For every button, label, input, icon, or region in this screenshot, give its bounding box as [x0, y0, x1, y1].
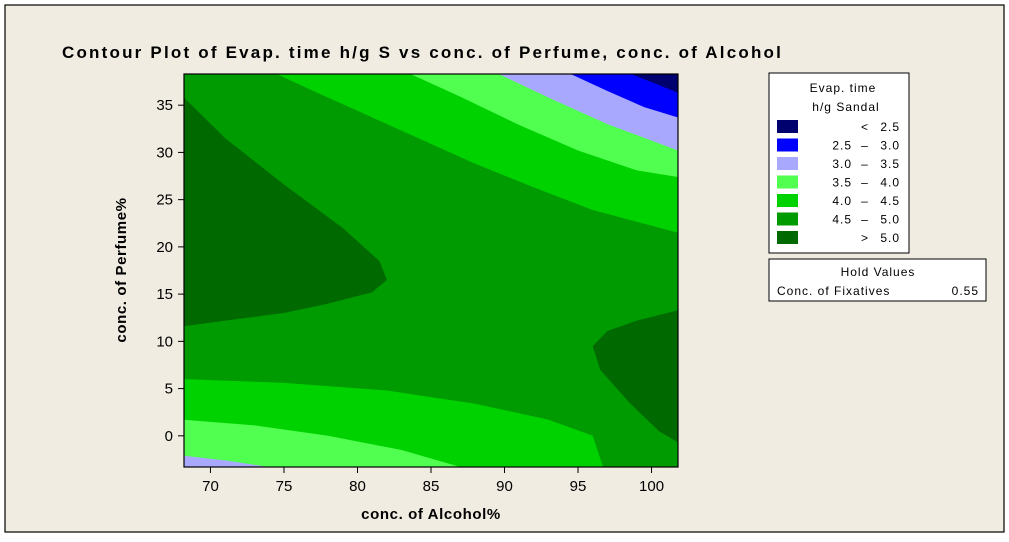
legend-swatch-b45_50 — [777, 212, 798, 226]
legend-title-line2: h/g Sandal — [812, 100, 879, 114]
legend-swatch-b25_30 — [777, 138, 798, 152]
legend-range-low: 4.5 — [832, 213, 852, 227]
x-tick-label: 70 — [202, 478, 219, 495]
legend-range-operator: – — [861, 213, 869, 227]
legend-range-high: 4.0 — [880, 176, 900, 190]
legend-range-operator: – — [861, 139, 869, 153]
hold-values-title: Hold Values — [841, 265, 916, 279]
y-axis-label: conc. of Perfume% — [113, 197, 130, 342]
legend-range-high: 3.5 — [880, 157, 900, 171]
y-tick-label: 15 — [156, 286, 173, 303]
hold-values-box: Hold Values Conc. of Fixatives 0.55 — [768, 258, 987, 302]
legend-range-operator: > — [861, 231, 869, 245]
y-tick-label: 20 — [156, 239, 173, 256]
legend-range-operator: – — [861, 157, 869, 171]
y-tick-label: 25 — [156, 192, 173, 209]
contour-region-b25_30 — [570, 74, 678, 118]
legend-range-high: 4.5 — [880, 194, 900, 208]
legend-range-high: 5.0 — [880, 213, 900, 227]
legend-range-operator: < — [861, 120, 869, 134]
hold-variable-value: 0.55 — [952, 284, 979, 298]
legend-range-low: 3.0 — [832, 157, 852, 171]
y-tick-label: 5 — [165, 381, 173, 398]
contour-region-b35_40 — [184, 419, 461, 467]
legend-range-low: 3.5 — [832, 176, 852, 190]
legend-range-low: 4.0 — [832, 194, 852, 208]
legend-swatch-b30_35 — [777, 157, 798, 170]
hold-variable-name: Conc. of Fixatives — [777, 284, 890, 298]
legend-range-operator: – — [861, 176, 869, 190]
x-tick-label: 75 — [276, 478, 293, 495]
legend-range-operator: – — [861, 194, 869, 208]
legend-swatch-lt25 — [777, 120, 798, 133]
contour-region-b30_35 — [184, 455, 270, 467]
x-tick-label: 90 — [496, 478, 513, 495]
x-tick-label: 95 — [570, 478, 587, 495]
legend-range-high: 5.0 — [880, 231, 900, 245]
contour-region-lt25 — [631, 74, 678, 93]
y-tick-label: 0 — [165, 428, 173, 445]
contour-regions — [184, 74, 678, 467]
y-tick-label: 10 — [156, 333, 173, 350]
y-axis: 0 5 10 15 20 25 30 35 — [156, 97, 184, 445]
legend-swatch-gt50 — [777, 231, 798, 244]
x-axis-label: conc. of Alcohol% — [361, 506, 501, 523]
hold-values-frame — [768, 258, 987, 302]
contour-region-gt50 — [184, 97, 387, 327]
y-tick-label: 35 — [156, 97, 173, 114]
legend-range-high: 2.5 — [880, 120, 900, 134]
x-tick-label: 85 — [423, 478, 440, 495]
chart-title: Contour Plot of Evap. time h/g S vs conc… — [62, 43, 783, 62]
legend: Evap. time h/g Sandal <2.52.5–3.03.0–3.5… — [768, 72, 910, 254]
legend-title-line1: Evap. time — [810, 81, 877, 95]
y-tick-label: 30 — [156, 144, 173, 161]
legend-swatch-b40_45 — [777, 194, 798, 207]
legend-items: <2.52.5–3.03.0–3.53.5–4.04.0–4.54.5–5.0>… — [777, 120, 900, 245]
legend-range-low: 2.5 — [832, 139, 852, 153]
contour-region-gt50 — [592, 310, 678, 443]
x-tick-label: 80 — [349, 478, 366, 495]
x-axis: 70 75 80 85 90 95 100 — [202, 467, 664, 495]
legend-range-high: 3.0 — [880, 139, 900, 153]
x-tick-label: 100 — [639, 478, 664, 495]
legend-swatch-b35_40 — [777, 175, 798, 189]
